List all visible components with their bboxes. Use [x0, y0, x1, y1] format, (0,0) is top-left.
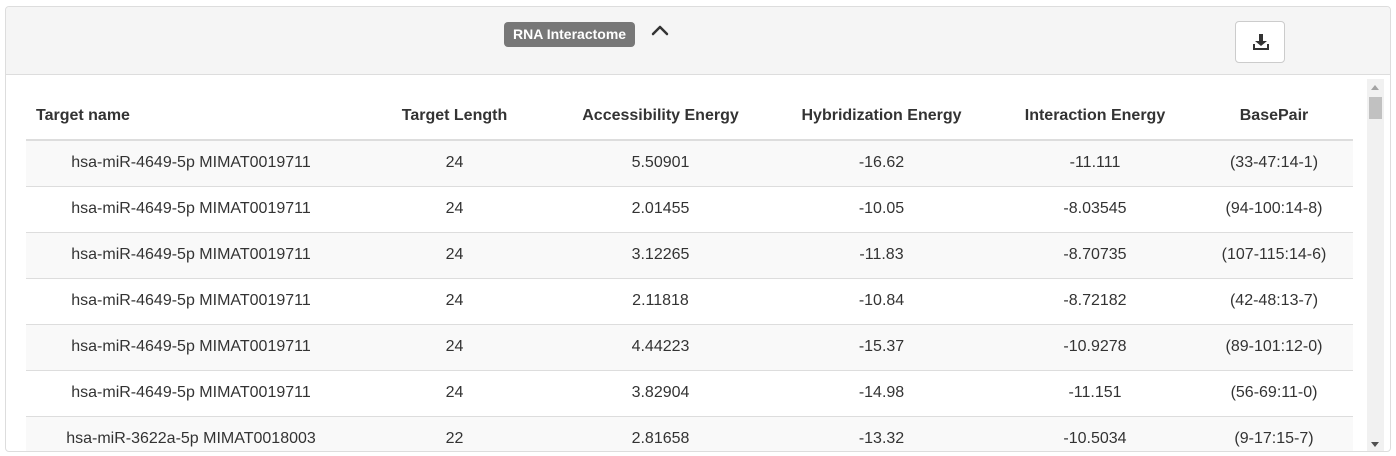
column-header-basepair[interactable]: BasePair: [1195, 93, 1353, 141]
download-button[interactable]: [1235, 21, 1285, 63]
cell-basepair: (9-17:15-7): [1195, 416, 1353, 451]
scrollbar-thumb[interactable]: [1369, 97, 1382, 119]
cell-target-name: hsa-miR-4649-5p MIMAT0019711: [26, 324, 356, 371]
cell-interaction-energy: -8.03545: [995, 186, 1195, 233]
vertical-scrollbar[interactable]: [1367, 79, 1384, 451]
table-row: hsa-miR-3622a-5p MIMAT0018003 22 2.81658…: [26, 416, 1353, 451]
chevron-up-icon[interactable]: [649, 20, 671, 42]
column-header-hybridization-energy[interactable]: Hybridization Energy: [768, 93, 995, 141]
cell-target-name: hsa-miR-4649-5p MIMAT0019711: [26, 186, 356, 233]
cell-basepair: (94-100:14-8): [1195, 186, 1353, 233]
column-header-accessibility-energy[interactable]: Accessibility Energy: [553, 93, 768, 141]
cell-accessibility-energy: 2.01455: [553, 186, 768, 233]
column-header-target-name[interactable]: Target name: [26, 93, 356, 141]
cell-accessibility-energy: 2.81658: [553, 416, 768, 451]
scroll-up-arrow-icon[interactable]: [1367, 79, 1384, 96]
cell-accessibility-energy: 3.82904: [553, 370, 768, 417]
table-header-row: Target name Target Length Accessibility …: [26, 93, 1353, 141]
cell-target-name: hsa-miR-3622a-5p MIMAT0018003: [26, 416, 356, 451]
cell-accessibility-energy: 2.11818: [553, 278, 768, 325]
cell-interaction-energy: -11.151: [995, 370, 1195, 417]
cell-interaction-energy: -8.70735: [995, 232, 1195, 279]
cell-interaction-energy: -8.72182: [995, 278, 1195, 325]
cell-target-length: 24: [356, 232, 553, 279]
table-row: hsa-miR-4649-5p MIMAT0019711 24 5.50901 …: [26, 140, 1353, 187]
cell-target-name: hsa-miR-4649-5p MIMAT0019711: [26, 232, 356, 279]
table-row: hsa-miR-4649-5p MIMAT0019711 24 2.01455 …: [26, 186, 1353, 233]
cell-interaction-energy: -10.9278: [995, 324, 1195, 371]
cell-target-length: 24: [356, 140, 553, 187]
table-row: hsa-miR-4649-5p MIMAT0019711 24 3.12265 …: [26, 232, 1353, 279]
panel-heading: RNA Interactome: [6, 7, 1390, 75]
cell-interaction-energy: -11.111: [995, 140, 1195, 187]
cell-hybridization-energy: -11.83: [768, 232, 995, 279]
cell-basepair: (89-101:12-0): [1195, 324, 1353, 371]
cell-target-name: hsa-miR-4649-5p MIMAT0019711: [26, 370, 356, 417]
cell-target-length: 24: [356, 324, 553, 371]
rna-interactome-badge: RNA Interactome: [504, 22, 636, 47]
cell-target-name: hsa-miR-4649-5p MIMAT0019711: [26, 278, 356, 325]
download-icon: [1253, 34, 1269, 50]
cell-hybridization-energy: -10.05: [768, 186, 995, 233]
cell-hybridization-energy: -14.98: [768, 370, 995, 417]
column-header-target-length[interactable]: Target Length: [356, 93, 553, 141]
cell-target-length: 24: [356, 186, 553, 233]
cell-hybridization-energy: -16.62: [768, 140, 995, 187]
cell-basepair: (42-48:13-7): [1195, 278, 1353, 325]
cell-accessibility-energy: 4.44223: [553, 324, 768, 371]
table-row: hsa-miR-4649-5p MIMAT0019711 24 4.44223 …: [26, 324, 1353, 371]
table-row: hsa-miR-4649-5p MIMAT0019711 24 3.82904 …: [26, 370, 1353, 417]
cell-hybridization-energy: -15.37: [768, 324, 995, 371]
cell-accessibility-energy: 3.12265: [553, 232, 768, 279]
interactome-table-container: Target name Target Length Accessibility …: [26, 93, 1353, 451]
cell-accessibility-energy: 5.50901: [553, 140, 768, 187]
cell-target-length: 24: [356, 278, 553, 325]
rna-interactome-panel: RNA Interactome Target name Target L: [5, 6, 1391, 452]
column-header-interaction-energy[interactable]: Interaction Energy: [995, 93, 1195, 141]
cell-hybridization-energy: -10.84: [768, 278, 995, 325]
cell-target-length: 24: [356, 370, 553, 417]
interactome-table: Target name Target Length Accessibility …: [26, 93, 1353, 451]
table-row: hsa-miR-4649-5p MIMAT0019711 24 2.11818 …: [26, 278, 1353, 325]
cell-target-name: hsa-miR-4649-5p MIMAT0019711: [26, 140, 356, 187]
cell-target-length: 22: [356, 416, 553, 451]
cell-basepair: (56-69:11-0): [1195, 370, 1353, 417]
scroll-down-arrow-icon[interactable]: [1367, 436, 1384, 451]
cell-hybridization-energy: -13.32: [768, 416, 995, 451]
cell-basepair: (33-47:14-1): [1195, 140, 1353, 187]
cell-basepair: (107-115:14-6): [1195, 232, 1353, 279]
cell-interaction-energy: -10.5034: [995, 416, 1195, 451]
